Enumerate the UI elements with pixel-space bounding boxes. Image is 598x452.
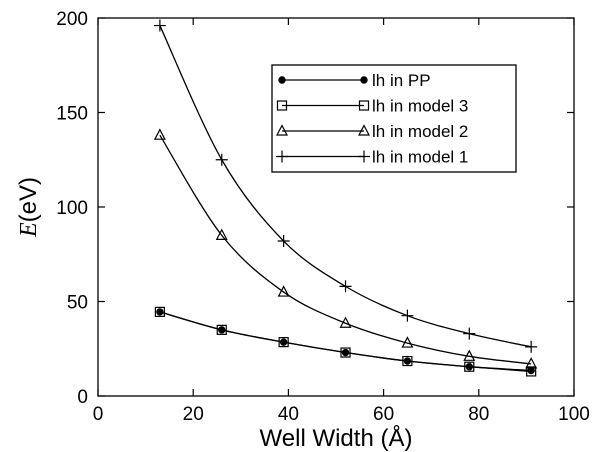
legend-entry-1: lh in PP [278,71,431,90]
y-tick-label: 100 [56,198,88,219]
data-point [341,348,350,357]
axis-ticks [97,17,575,397]
data-point [465,363,473,371]
legend-label: lh in model 1 [372,148,468,167]
legend-box [271,64,517,173]
legend-entry-4: lh in model 1 [276,148,468,167]
y-axis-title: E(eV) [15,177,42,238]
data-point [153,19,166,32]
data-point [277,285,290,297]
data-point [154,306,165,317]
legend-marker [276,124,288,136]
data-point [463,349,476,361]
legend-label: lh in model 3 [372,97,468,116]
data-point [527,366,535,375]
legend: lh in PP lh in model 3 lh in model 2 lh in … [271,64,517,173]
data-point [153,128,166,140]
x-tick-label: 40 [278,404,299,425]
y-tick-label: 150 [56,104,88,125]
tick-labels: 0 20 40 60 80 100 0 50 100 150 200 [56,9,590,425]
data-point [218,326,226,334]
series-line [159,311,532,372]
x-tick-label: 100 [558,404,590,425]
series-line [159,311,532,373]
data-point [215,228,228,240]
legend-marker [358,150,370,163]
data-point [156,308,164,316]
data-point [401,336,414,348]
series-line [159,134,532,365]
data-point [463,327,476,340]
legend-marker [276,100,288,111]
legend-marker [358,124,370,136]
data-point [403,357,412,365]
x-tick-label: 80 [468,404,489,425]
legend-label: lh in model 2 [372,122,468,141]
data-point [339,316,352,328]
data-point [277,235,290,248]
series-1 [156,308,535,375]
series-4 [153,19,538,353]
legend-marker [360,76,368,84]
y-tick-label: 200 [56,9,88,30]
legend-marker [278,76,286,84]
data-point [216,324,227,335]
series-group [153,19,538,377]
legend-entry-2: lh in model 3 [276,97,468,116]
data-point [525,340,538,353]
y-axis-title-symbol: E [16,222,42,238]
data-point [279,338,288,346]
data-point [215,153,228,166]
x-tick-label: 0 [93,404,104,425]
legend-label: lh in PP [372,71,431,90]
x-tick-label: 20 [183,404,204,425]
series-line [159,25,532,348]
y-tick-label: 0 [77,387,88,408]
data-point [340,347,351,358]
y-tick-label: 50 [67,293,88,314]
data-point [339,280,352,293]
x-axis-title: Well Width (Å) [260,424,413,452]
series-3 [153,128,538,369]
y-axis-title-unit: (eV) [15,177,42,222]
data-point [278,337,289,348]
data-point [401,309,414,322]
legend-entry-3: lh in model 2 [276,122,468,141]
legend-marker [276,150,288,163]
legend-marker [358,100,370,111]
x-tick-label: 60 [373,404,394,425]
